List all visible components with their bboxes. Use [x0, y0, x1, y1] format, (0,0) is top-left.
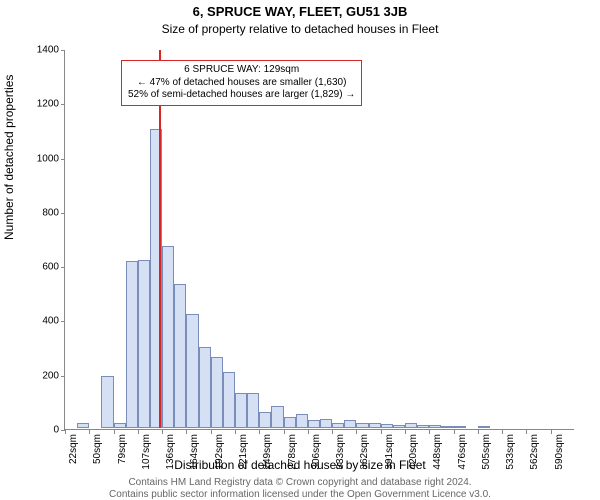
histogram-bar	[235, 393, 247, 428]
histogram-bar	[320, 419, 332, 429]
x-tick-mark	[259, 430, 260, 434]
x-tick-mark	[526, 430, 527, 434]
footer-licence: Contains public sector information licen…	[0, 489, 600, 500]
histogram-bar	[441, 426, 453, 428]
histogram-bar	[344, 420, 356, 428]
histogram-bar	[259, 412, 271, 428]
histogram-bar	[429, 425, 441, 428]
y-tick-mark	[61, 213, 65, 214]
y-tick-label: 800	[42, 207, 59, 218]
histogram-bar	[381, 424, 393, 428]
histogram-bar	[296, 414, 308, 428]
y-tick-mark	[61, 267, 65, 268]
x-tick-mark	[332, 430, 333, 434]
x-tick-mark	[502, 430, 503, 434]
x-tick-mark	[138, 430, 139, 434]
annotation-line: ← 47% of detached houses are smaller (1,…	[128, 77, 355, 90]
x-tick-mark	[454, 430, 455, 434]
histogram-bar	[199, 347, 211, 428]
sub-title: Size of property relative to detached ho…	[0, 22, 600, 36]
x-tick-mark	[284, 430, 285, 434]
y-tick-mark	[61, 104, 65, 105]
histogram-bar	[211, 357, 223, 428]
histogram-bar	[162, 246, 174, 428]
y-tick-mark	[61, 159, 65, 160]
histogram-bar	[101, 376, 113, 428]
histogram-bar	[454, 426, 466, 428]
histogram-bar	[223, 372, 235, 428]
annotation-line: 6 SPRUCE WAY: 129sqm	[128, 64, 355, 77]
histogram-bar	[417, 425, 429, 428]
x-tick-mark	[65, 430, 66, 434]
y-tick-label: 1000	[37, 153, 59, 164]
y-tick-label: 1200	[37, 99, 59, 110]
y-tick-mark	[61, 376, 65, 377]
x-tick-mark	[405, 430, 406, 434]
x-axis-label: Distribution of detached houses by size …	[0, 458, 600, 472]
x-tick-mark	[381, 430, 382, 434]
annotation-line: 52% of semi-detached houses are larger (…	[128, 89, 355, 102]
histogram-bar	[247, 393, 259, 428]
y-tick-label: 1400	[37, 45, 59, 56]
plot-region: 020040060080010001200140022sqm50sqm79sqm…	[64, 50, 574, 430]
x-tick-mark	[89, 430, 90, 434]
histogram-bar	[174, 284, 186, 428]
x-tick-mark	[162, 430, 163, 434]
property-marker-line	[159, 50, 161, 428]
histogram-bar	[77, 423, 89, 428]
x-tick-mark	[429, 430, 430, 434]
histogram-bar	[138, 260, 150, 428]
histogram-bar	[114, 423, 126, 428]
histogram-bar	[308, 420, 320, 428]
histogram-bar	[332, 423, 344, 428]
y-tick-mark	[61, 321, 65, 322]
histogram-bar	[284, 417, 296, 428]
histogram-bar	[478, 426, 490, 428]
histogram-bar	[186, 314, 198, 428]
y-tick-label: 400	[42, 316, 59, 327]
x-tick-mark	[186, 430, 187, 434]
x-tick-mark	[478, 430, 479, 434]
histogram-bar	[405, 423, 417, 428]
histogram-bar	[356, 423, 368, 428]
histogram-bar	[393, 425, 405, 428]
histogram-bar	[369, 423, 381, 428]
chart-area: 020040060080010001200140022sqm50sqm79sqm…	[64, 50, 574, 430]
y-tick-label: 200	[42, 370, 59, 381]
y-tick-label: 0	[53, 425, 59, 436]
y-tick-mark	[61, 50, 65, 51]
x-tick-mark	[308, 430, 309, 434]
x-tick-mark	[211, 430, 212, 434]
x-tick-mark	[551, 430, 552, 434]
x-tick-mark	[114, 430, 115, 434]
x-tick-mark	[235, 430, 236, 434]
main-title: 6, SPRUCE WAY, FLEET, GU51 3JB	[0, 4, 600, 19]
histogram-bar	[126, 261, 138, 428]
histogram-bar	[271, 406, 283, 428]
y-tick-label: 600	[42, 262, 59, 273]
x-tick-mark	[356, 430, 357, 434]
y-axis-label: Number of detached properties	[2, 75, 16, 240]
annotation-box: 6 SPRUCE WAY: 129sqm← 47% of detached ho…	[121, 60, 362, 106]
footer-copyright: Contains HM Land Registry data © Crown c…	[0, 477, 600, 488]
